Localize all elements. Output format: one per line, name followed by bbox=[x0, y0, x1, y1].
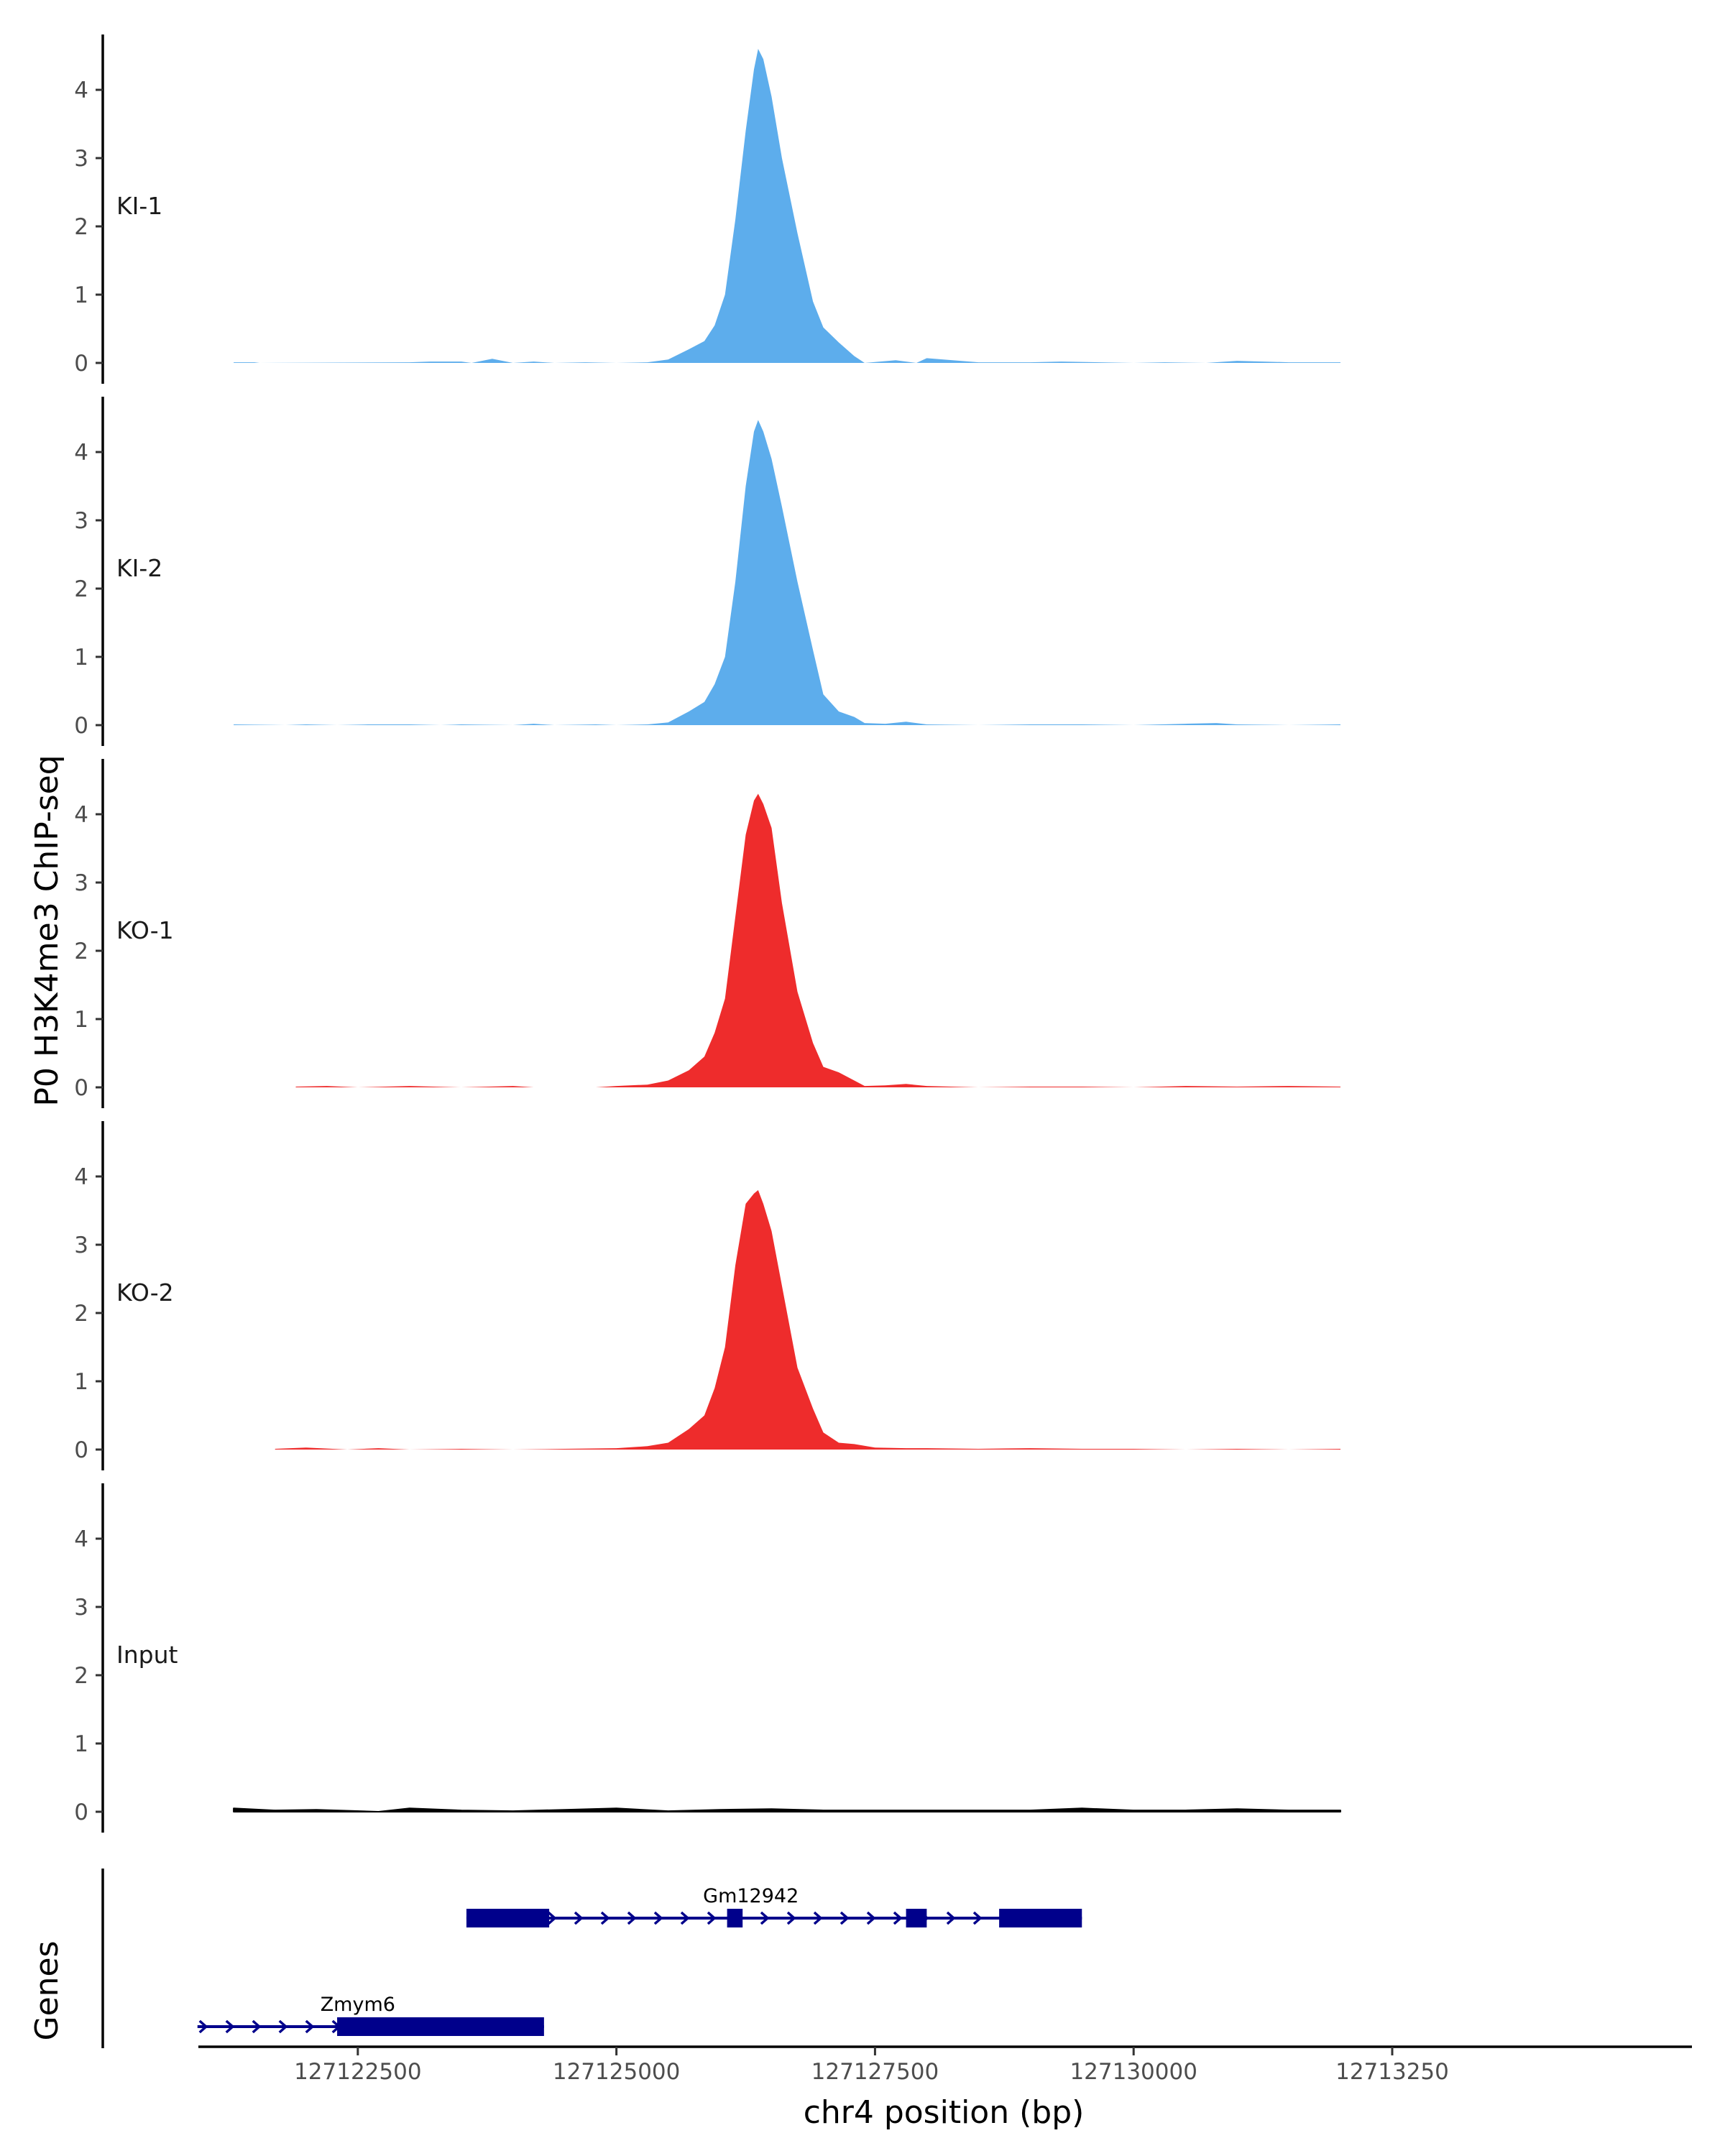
strand-arrow bbox=[547, 1911, 557, 1925]
y-tick-label: 4 bbox=[74, 1526, 88, 1552]
y-tick-label: 0 bbox=[74, 351, 88, 377]
gene-exon bbox=[727, 1909, 743, 1927]
strand-arrow bbox=[972, 1911, 983, 1925]
x-tick-label: 127122500 bbox=[294, 2059, 422, 2085]
y-tick-label: 2 bbox=[74, 1301, 88, 1327]
track-input: 0 1 2 3 4 Input bbox=[74, 1483, 1341, 1833]
track-ki-2: 0 1 2 3 4 KI-2 bbox=[74, 397, 1341, 746]
gene-label: Zmym6 bbox=[321, 1994, 395, 2016]
strand-arrow bbox=[760, 1911, 770, 1925]
y-tick-label: 1 bbox=[74, 1731, 88, 1757]
y-tick-label: 1 bbox=[74, 282, 88, 308]
y-tick-label: 3 bbox=[74, 508, 88, 534]
y-tick-label: 3 bbox=[74, 1595, 88, 1621]
strand-arrow bbox=[813, 1911, 823, 1925]
y-axis-title: P0 H3K4me3 ChIP-seq bbox=[29, 755, 65, 1106]
strand-arrow bbox=[252, 2019, 262, 2034]
y-tick-label: 1 bbox=[74, 1369, 88, 1395]
signal-area bbox=[233, 1807, 1341, 1812]
y-tick-label: 2 bbox=[74, 576, 88, 602]
coverage-panels: 0 1 2 3 4 KI-1 0 1 2 3 4 KI-2 0 1 2 3 4 KO-1 0 1 2 3 4 KO-2 0 1 2 3… bbox=[74, 34, 1341, 1833]
strand-arrow bbox=[653, 1911, 663, 1925]
y-tick-label: 4 bbox=[74, 78, 88, 103]
strand-arrow bbox=[786, 1911, 796, 1925]
strand-arrow bbox=[225, 2019, 235, 2034]
track-label: Input bbox=[116, 1641, 178, 1669]
y-tick-label: 0 bbox=[74, 1075, 88, 1101]
strand-arrow bbox=[893, 1911, 903, 1925]
x-axis-title: chr4 position (bp) bbox=[804, 2094, 1085, 2131]
y-tick-label: 2 bbox=[74, 214, 88, 240]
y-tick-label: 0 bbox=[74, 1800, 88, 1825]
signal-area bbox=[275, 1190, 1341, 1450]
x-axis: 127122500 127125000 127127500 127130000 1271… bbox=[198, 2045, 1692, 2085]
strand-arrow bbox=[866, 1911, 876, 1925]
strand-arrow bbox=[198, 2019, 208, 2034]
y-tick-label: 4 bbox=[74, 802, 88, 828]
signal-area bbox=[234, 420, 1341, 725]
genes-panel-label: Genes bbox=[29, 1940, 65, 2040]
track-label: KO-1 bbox=[116, 916, 174, 944]
gene-exon bbox=[337, 2017, 544, 2036]
gene-label: Gm12942 bbox=[703, 1885, 799, 1907]
y-tick-label: 3 bbox=[74, 870, 88, 896]
track-label: KI-2 bbox=[116, 554, 162, 582]
y-tick-label: 1 bbox=[74, 1007, 88, 1033]
track-ko-2: 0 1 2 3 4 KO-2 bbox=[74, 1121, 1341, 1470]
strand-arrow bbox=[840, 1911, 850, 1925]
x-tick-label: 12713250 bbox=[1335, 2059, 1449, 2085]
strand-arrow bbox=[680, 1911, 690, 1925]
y-tick-label: 3 bbox=[74, 146, 88, 172]
track-label: KI-1 bbox=[116, 192, 162, 220]
x-tick-label: 127127500 bbox=[811, 2059, 939, 2085]
signal-area bbox=[234, 49, 1341, 363]
y-tick-label: 4 bbox=[74, 440, 88, 466]
x-tick-label: 127125000 bbox=[553, 2059, 681, 2085]
gene-exon bbox=[906, 1909, 927, 1927]
strand-arrow bbox=[707, 1911, 717, 1925]
strand-arrow bbox=[574, 1911, 584, 1925]
genes-panel: Gm12942 Zmym6 bbox=[101, 1869, 1082, 2048]
signal-area bbox=[295, 793, 1340, 1087]
gene-zmym6: Zmym6 bbox=[197, 1994, 544, 2036]
y-tick-label: 3 bbox=[74, 1233, 88, 1258]
track-ko-1: 0 1 2 3 4 KO-1 bbox=[74, 759, 1340, 1108]
strand-arrow bbox=[946, 1911, 956, 1925]
track-ki-1: 0 1 2 3 4 KI-1 bbox=[74, 34, 1341, 384]
y-tick-label: 2 bbox=[74, 1663, 88, 1689]
strand-arrow bbox=[600, 1911, 610, 1925]
gene-exon bbox=[999, 1909, 1082, 1927]
strand-arrow bbox=[627, 1911, 637, 1925]
y-tick-label: 2 bbox=[74, 939, 88, 964]
gene-exon bbox=[466, 1909, 550, 1927]
x-tick-label: 127130000 bbox=[1070, 2059, 1197, 2085]
strand-arrow bbox=[278, 2019, 288, 2034]
y-tick-label: 4 bbox=[74, 1164, 88, 1190]
strand-arrow bbox=[305, 2019, 315, 2034]
y-tick-label: 1 bbox=[74, 645, 88, 671]
track-label: KO-2 bbox=[116, 1279, 174, 1307]
y-tick-label: 0 bbox=[74, 713, 88, 739]
gene-gm12942: Gm12942 bbox=[466, 1885, 1082, 1927]
y-tick-label: 0 bbox=[74, 1437, 88, 1463]
